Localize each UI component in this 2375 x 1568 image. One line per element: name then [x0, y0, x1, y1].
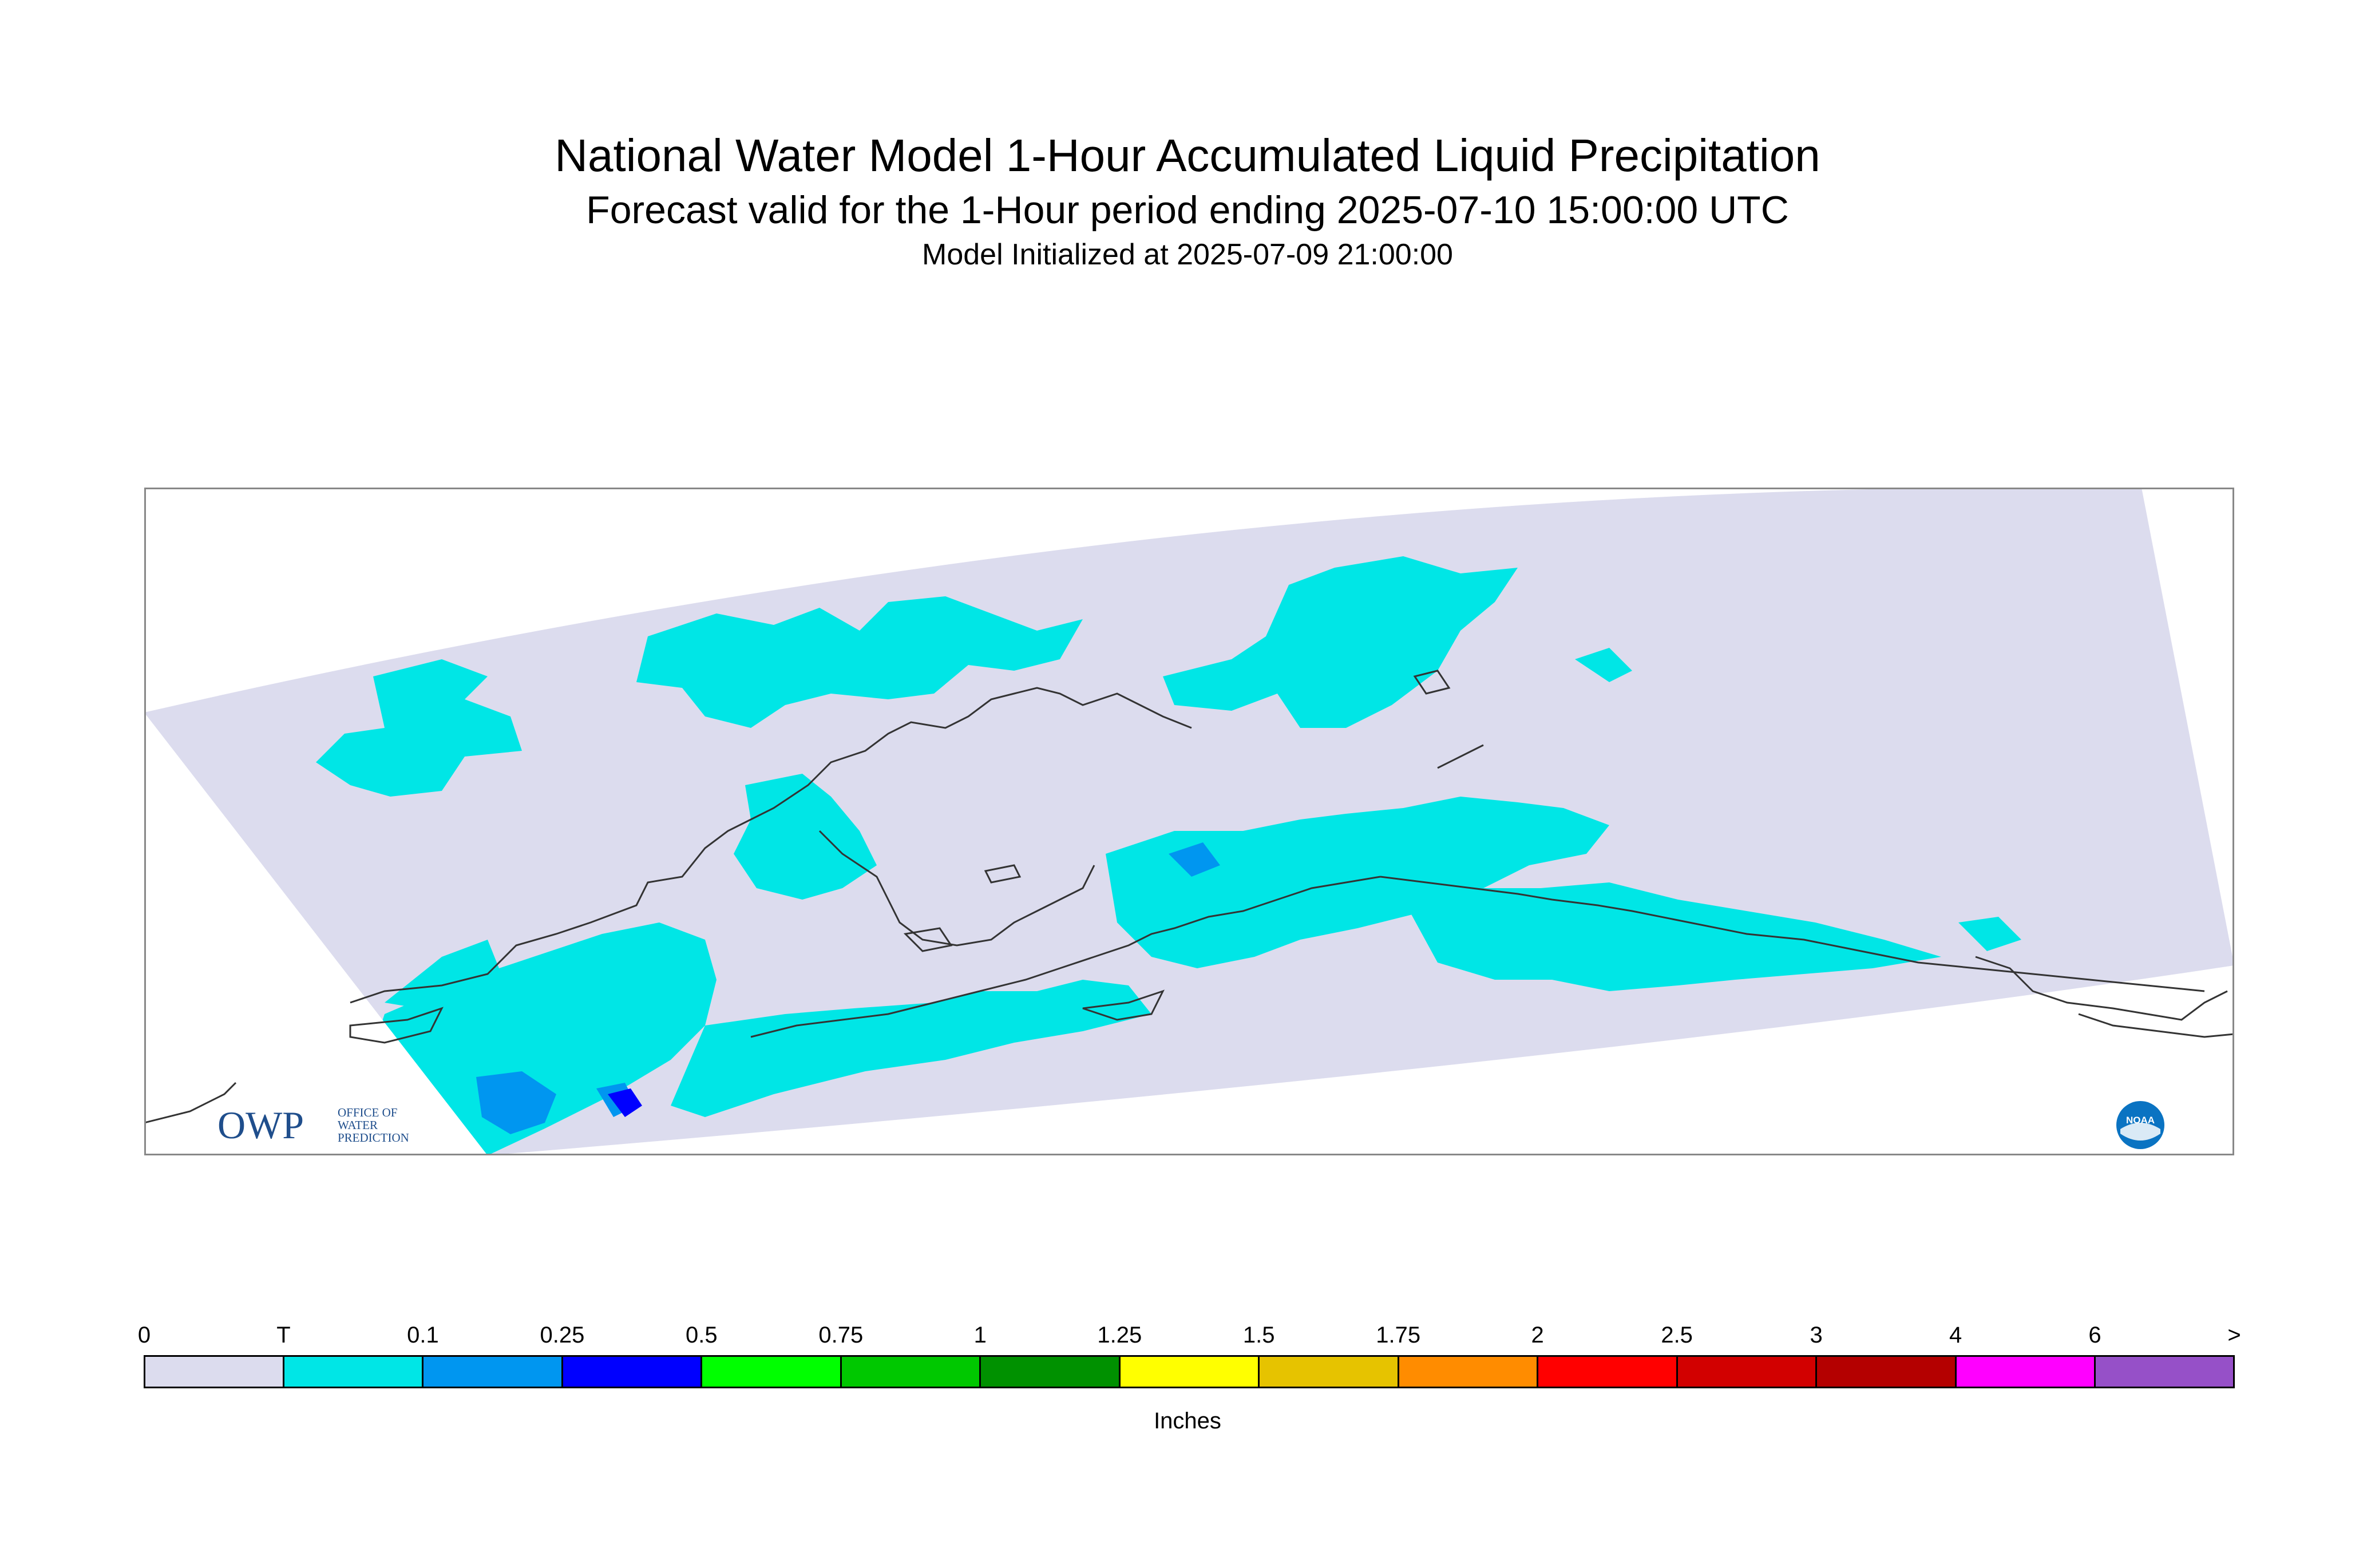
legend-color-bin: [1954, 1355, 2096, 1388]
coastline-west-island-1: [349, 1007, 444, 1044]
legend-color-bin: [1537, 1355, 1678, 1388]
owp-logo-letters: OWP: [217, 1103, 304, 1147]
map-subtitle: Forecast valid for the 1-Hour period end…: [586, 188, 1789, 232]
legend-color-bin: [422, 1355, 563, 1388]
legend-tick-label: 6: [2088, 1322, 2101, 1348]
precip-region-west-coast-strip: [385, 940, 499, 1008]
legend-tick-label: 3: [1810, 1322, 1823, 1348]
legend-tick-label: 0.5: [686, 1322, 718, 1348]
coastline-alaska-peninsula: [750, 876, 1381, 1038]
precip-region-western-interior: [734, 774, 877, 900]
heavy-precip-group: [608, 1088, 642, 1117]
precip-region-northwest-arctic: [316, 659, 522, 797]
noaa-logo: NOAA: [2116, 1101, 2164, 1149]
init-time: Model Initialized at 2025-07-09 21:00:00: [922, 238, 1453, 271]
precip-region-cook-inlet: [1106, 797, 1609, 968]
coastline-north-lake: [1413, 670, 1451, 695]
owp-logo: OWP OFFICE OF WATER PREDICTION: [217, 1103, 409, 1147]
precip-region-northeast-cell: [1575, 648, 1632, 682]
coastline-western-alaska: [350, 687, 1192, 1004]
precip-region-southwest-moderate-cells: [476, 1071, 556, 1134]
coastline-group: [144, 670, 2234, 1124]
precip-region-southwest-alaska: [373, 922, 717, 1155]
precip-region-southwest-heavy-cell: [608, 1088, 642, 1117]
legend-units-label: Inches: [1154, 1408, 1221, 1434]
legend-tick-label: 0.1: [407, 1322, 439, 1348]
coastline-panhandle: [1975, 956, 2228, 1021]
owp-logo-line-2: WATER: [338, 1118, 378, 1132]
coastline-inland-lake: [903, 927, 953, 952]
legend-color-bin: [143, 1355, 284, 1388]
coastline-bristol-bay: [818, 830, 1095, 947]
legend-tick-label: 2.5: [1661, 1322, 1693, 1348]
coastline-kodiak: [1082, 989, 1165, 1021]
precip-region-north-central-interior: [636, 596, 1083, 728]
map-frame: [144, 488, 2234, 1155]
coastline-inland-lake-b: [984, 864, 1022, 884]
owp-logo-line-1: OFFICE OF: [338, 1106, 397, 1119]
legend-color-bin: [1676, 1355, 1818, 1388]
precip-region-cook-inlet-moderate: [1169, 842, 1220, 877]
precip-region-north-central-interior-b: [1163, 556, 1518, 728]
legend-color-bin: [2094, 1355, 2235, 1388]
legend-tick-label: 0: [137, 1322, 151, 1348]
legend-tick-label: >: [2227, 1322, 2241, 1348]
legend-color-bin: [1258, 1355, 1399, 1388]
legend-tick-label: 1.5: [1242, 1322, 1275, 1348]
coastline-northeast-bay: [1437, 744, 1484, 769]
legend-tick-label: 1: [973, 1322, 987, 1348]
precip-region-bristol-bay-alaska-peninsula: [671, 980, 1151, 1117]
precipitation-legend: 0 T 0.1 0.25 0.5 0.75 1 1.25 1.5 1.75 2 2.5 3 4 6 > Inc…: [0, 1305, 2375, 1448]
noaa-logo-letters: NOAA: [2126, 1115, 2155, 1126]
legend-color-bin: [840, 1355, 981, 1388]
legend-tick-label: 2: [1531, 1322, 1544, 1348]
trace-precip-group: [316, 556, 2021, 1155]
legend-color-bin: [1118, 1355, 1260, 1388]
legend-color-bin: [282, 1355, 424, 1388]
legend-tick-label: T: [276, 1322, 291, 1348]
legend-color-bin: [1397, 1355, 1539, 1388]
legend-color-bin: [979, 1355, 1121, 1388]
precipitation-map: [144, 488, 2234, 1155]
legend-tick-label: 1.25: [1097, 1322, 1142, 1348]
legend-tick-label: 1.75: [1376, 1322, 1421, 1348]
legend-tick-label: 4: [1949, 1322, 1962, 1348]
legend-tick-label: 0.75: [818, 1322, 864, 1348]
precip-region-southcentral-gulf-coast: [1403, 882, 1941, 991]
owp-logo-line-3: PREDICTION: [338, 1131, 409, 1145]
legend-color-bin: [561, 1355, 703, 1388]
coastline-west-island-2: [144, 1082, 237, 1124]
legend-color-bin: [1815, 1355, 1957, 1388]
coastline-canada-border: [2078, 1013, 2234, 1038]
legend-tick-label: 0.25: [540, 1322, 585, 1348]
legend-color-bin: [700, 1355, 842, 1388]
map-title: National Water Model 1-Hour Accumulated …: [555, 130, 1820, 181]
precip-region-panhandle-cell: [1958, 917, 2021, 951]
coastline-southcentral: [1380, 876, 2205, 992]
